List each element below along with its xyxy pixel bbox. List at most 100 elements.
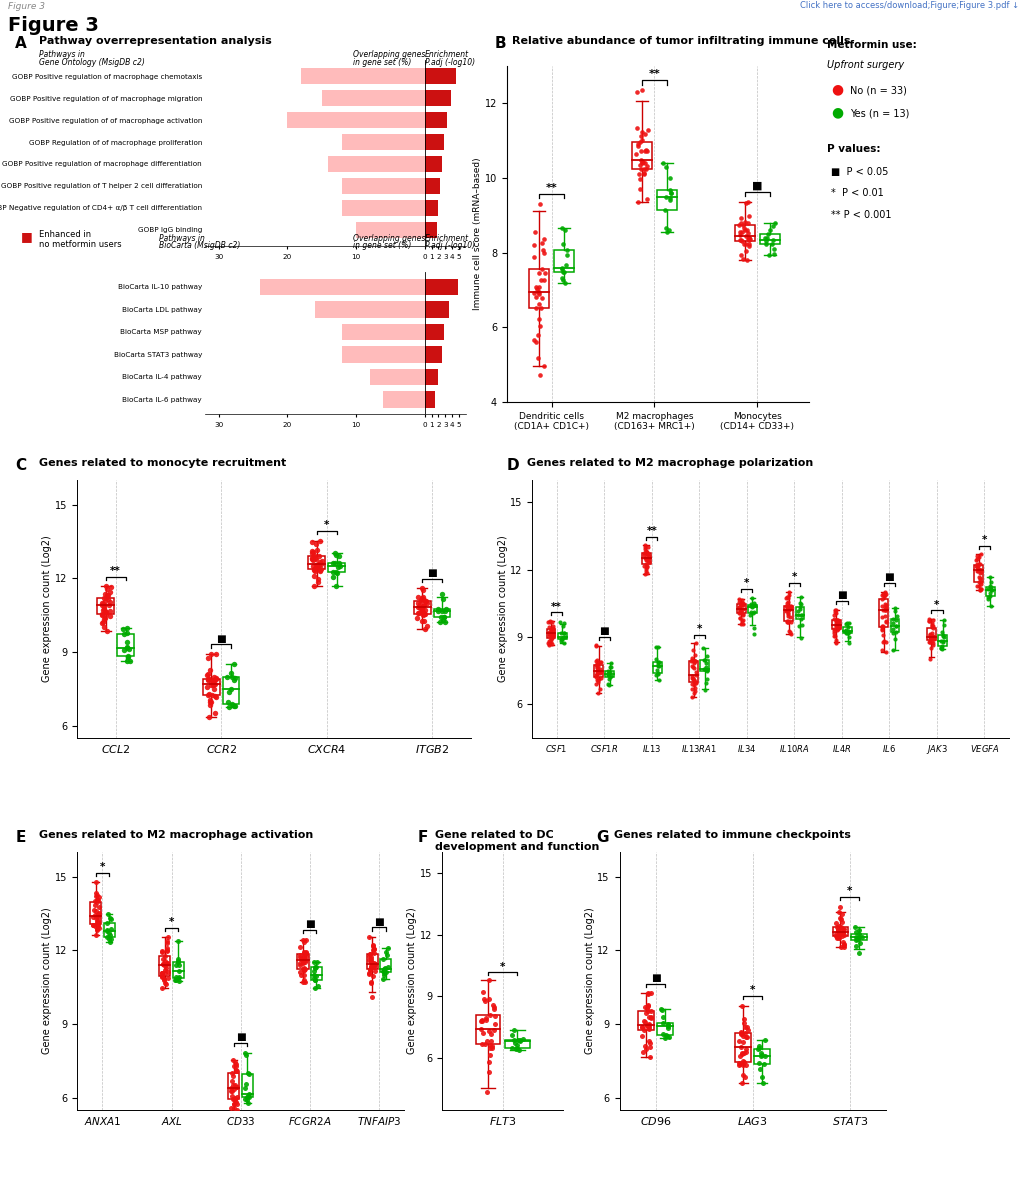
Point (732, 230, 749, 250)
Point (483, 1038, 500, 1057)
Point (841, 623, 857, 642)
Point (736, 235, 753, 254)
Point (634, 122, 650, 142)
Point (93, 595, 110, 614)
Point (744, 596, 761, 616)
Point (656, 200, 673, 220)
Point (367, 944, 383, 964)
Point (935, 626, 951, 646)
Point (154, 964, 170, 983)
Point (555, 262, 571, 281)
Point (753, 1044, 769, 1063)
Point (657, 1028, 674, 1048)
Point (482, 1006, 499, 1025)
Point (531, 277, 548, 296)
Point (638, 548, 654, 568)
Point (829, 613, 846, 632)
Point (758, 234, 774, 253)
Point (91, 898, 108, 917)
Point (156, 955, 172, 974)
Point (306, 562, 323, 581)
Point (734, 595, 751, 614)
Point (739, 1021, 756, 1040)
Point (745, 602, 762, 622)
Point (888, 617, 904, 636)
Point (476, 990, 493, 1009)
Point (410, 594, 426, 613)
Point (543, 611, 559, 630)
Point (643, 984, 659, 1003)
Point (434, 610, 451, 629)
Point (734, 1073, 751, 1092)
Point (556, 613, 572, 632)
Point (170, 931, 186, 950)
Bar (301, 68, 425, 84)
Point (541, 626, 557, 646)
Point (933, 638, 949, 658)
Point (415, 588, 431, 607)
Point (780, 600, 797, 619)
Point (310, 558, 327, 577)
Point (527, 299, 544, 318)
Point (731, 593, 748, 612)
Point (630, 192, 646, 211)
Point (924, 632, 940, 652)
Point (827, 600, 844, 619)
Point (313, 554, 330, 574)
Point (639, 190, 655, 209)
Point (119, 632, 135, 652)
Point (736, 1014, 753, 1033)
Point (537, 264, 553, 283)
FancyBboxPatch shape (90, 901, 101, 924)
Point (632, 132, 648, 151)
Point (96, 592, 113, 611)
Point (296, 970, 312, 989)
FancyBboxPatch shape (547, 630, 555, 638)
Point (200, 671, 216, 690)
Point (934, 638, 950, 658)
Point (751, 1038, 767, 1057)
Point (924, 616, 940, 635)
Point (154, 967, 170, 986)
Point (205, 679, 221, 698)
Point (541, 631, 557, 650)
Point (202, 692, 218, 712)
Point (97, 576, 114, 595)
Point (558, 241, 574, 260)
Point (295, 959, 311, 978)
Point (737, 193, 754, 212)
Point (829, 619, 846, 638)
Point (925, 634, 941, 653)
Point (735, 605, 752, 624)
Point (632, 156, 648, 175)
Point (731, 1055, 748, 1074)
Point (542, 613, 558, 632)
Point (160, 962, 176, 982)
Point (208, 644, 224, 664)
Point (95, 601, 112, 620)
Point (778, 596, 795, 616)
Point (504, 1039, 520, 1058)
Point (481, 1039, 498, 1058)
Point (226, 654, 243, 673)
Point (88, 925, 104, 944)
Point (926, 628, 942, 647)
Point (433, 607, 450, 626)
Point (588, 650, 604, 670)
Point (170, 952, 186, 971)
Text: Yes (n = 13): Yes (n = 13) (850, 108, 909, 118)
Point (593, 653, 609, 672)
Point (99, 580, 116, 599)
Point (419, 594, 435, 613)
Point (541, 612, 557, 631)
Point (753, 1046, 769, 1066)
Point (933, 638, 949, 658)
Point (588, 636, 604, 655)
Point (240, 1094, 256, 1114)
Point (736, 221, 753, 240)
Point (541, 623, 557, 642)
Text: in gene set (%): in gene set (%) (353, 241, 412, 250)
Point (375, 949, 391, 968)
FancyBboxPatch shape (796, 607, 805, 619)
Point (973, 560, 989, 580)
